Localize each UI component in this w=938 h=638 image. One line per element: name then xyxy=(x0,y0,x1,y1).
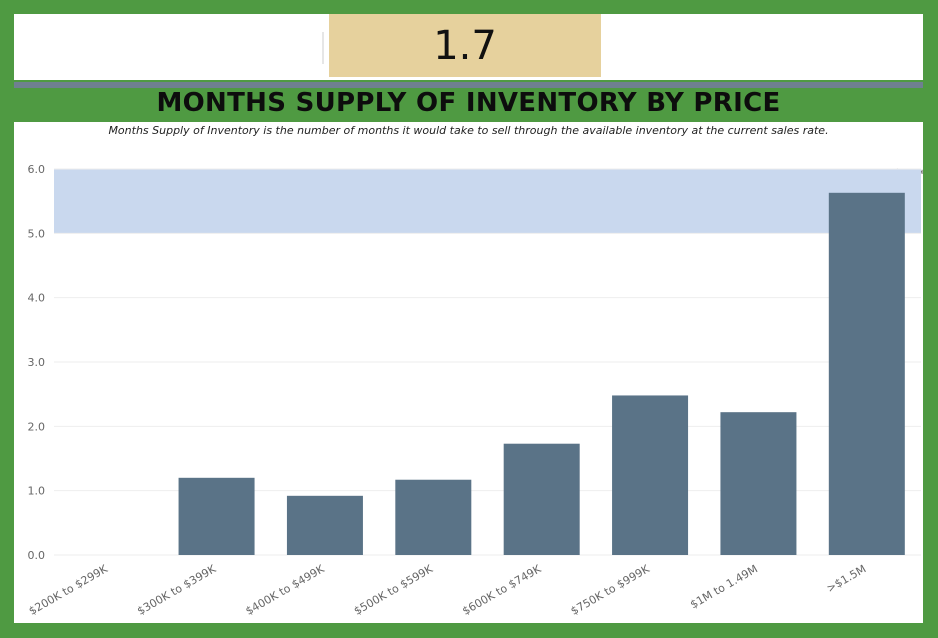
bar-chart: 0.0 1.0 2.0 3.0 4.0 5.0 6.0 $200K to $299K $300K… xyxy=(27,163,921,618)
bar xyxy=(178,477,255,555)
y-tick-label: 0.0 xyxy=(28,549,46,562)
x-tick-label: $1M to 1.49M xyxy=(688,562,760,611)
kpi-box: 1.7 xyxy=(329,14,601,77)
bar xyxy=(503,443,580,555)
divider xyxy=(322,32,324,64)
header-divider xyxy=(14,82,923,88)
bar xyxy=(612,395,689,555)
x-tick-label: $750K to $999K xyxy=(568,562,652,618)
bar xyxy=(286,495,363,555)
x-tick-label: $300K to $399K xyxy=(135,562,219,618)
x-tick-label: >$1.5M xyxy=(824,562,868,595)
chart-subtitle: Months Supply of Inventory is the number… xyxy=(108,124,829,137)
bar xyxy=(395,479,472,555)
bar xyxy=(720,412,797,555)
y-tick-label: 5.0 xyxy=(28,227,46,240)
x-tick-label: $600K to $749K xyxy=(460,562,544,618)
chart-panel: Months Supply of Inventory is the number… xyxy=(14,122,923,623)
x-tick-label: $400K to $499K xyxy=(243,562,327,618)
highlight-band xyxy=(54,169,921,234)
kpi-value: 1.7 xyxy=(433,22,497,69)
y-tick-label: 4.0 xyxy=(28,292,46,305)
x-tick-label: $200K to $299K xyxy=(27,562,111,618)
y-tick-label: 1.0 xyxy=(28,485,46,498)
y-tick-label: 2.0 xyxy=(28,420,46,433)
y-tick-label: 6.0 xyxy=(28,163,46,176)
x-tick-label: $500K to $599K xyxy=(352,562,436,618)
chart-title: MONTHS SUPPLY OF INVENTORY BY PRICE xyxy=(156,88,781,118)
bar xyxy=(828,192,905,555)
y-tick-label: 3.0 xyxy=(28,356,46,369)
